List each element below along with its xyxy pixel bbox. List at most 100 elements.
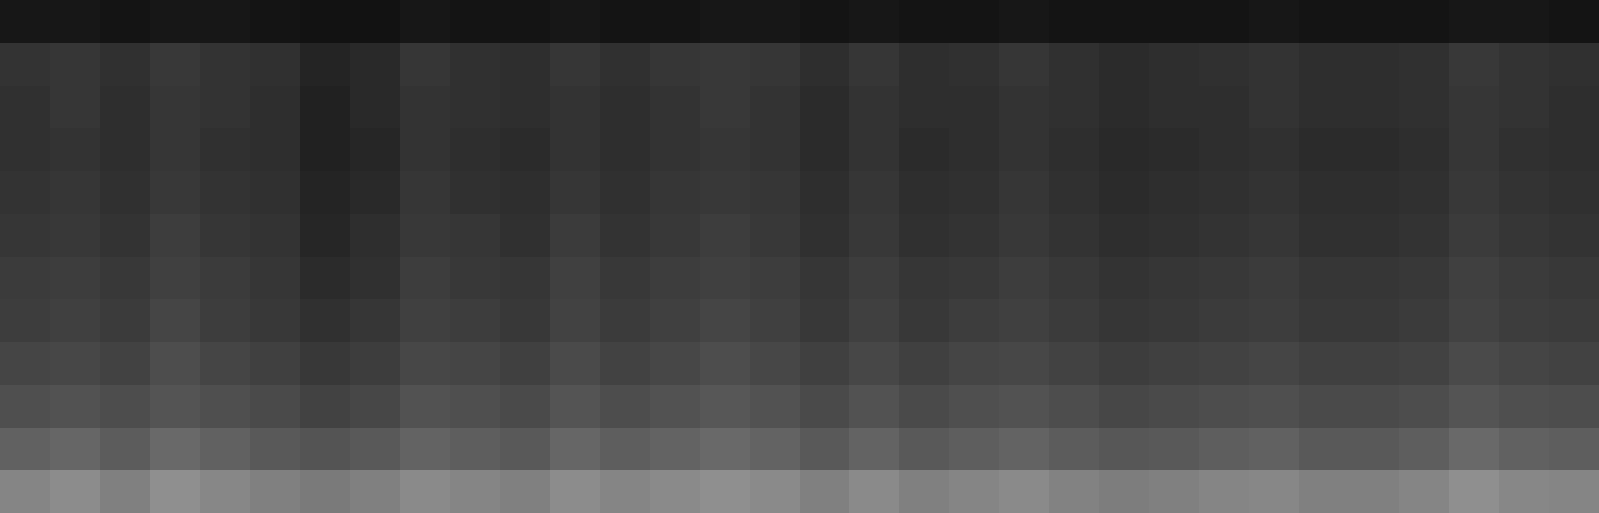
cell xyxy=(650,428,700,470)
cell xyxy=(1199,428,1249,470)
cell xyxy=(1149,428,1199,470)
cell xyxy=(849,428,899,470)
cell xyxy=(999,86,1049,128)
cell xyxy=(0,257,50,299)
cell xyxy=(1349,0,1399,43)
cell xyxy=(550,342,600,385)
cell xyxy=(250,171,300,214)
cell xyxy=(50,214,100,257)
cell xyxy=(1449,43,1499,86)
cell xyxy=(150,0,200,43)
cell xyxy=(0,43,50,86)
cell xyxy=(500,128,550,171)
cell xyxy=(100,214,150,257)
cell xyxy=(1299,0,1349,43)
cell xyxy=(100,299,150,342)
cell xyxy=(1299,428,1349,470)
cell xyxy=(1249,342,1299,385)
cell xyxy=(999,128,1049,171)
cell xyxy=(800,299,849,342)
cell xyxy=(1399,43,1449,86)
cell xyxy=(1049,128,1099,171)
cell xyxy=(1499,43,1549,86)
cell xyxy=(1349,385,1399,428)
cell xyxy=(50,342,100,385)
cell xyxy=(800,0,849,43)
cell xyxy=(200,257,250,299)
cell xyxy=(899,299,949,342)
cell xyxy=(250,214,300,257)
cell xyxy=(800,171,849,214)
cell xyxy=(650,43,700,86)
background xyxy=(0,0,1599,513)
cell xyxy=(1499,257,1549,299)
cell xyxy=(849,0,899,43)
cell xyxy=(150,428,200,470)
cell xyxy=(400,0,450,43)
cell xyxy=(1049,171,1099,214)
cell xyxy=(750,385,800,428)
cell xyxy=(1149,43,1199,86)
cell xyxy=(450,128,500,171)
cell xyxy=(400,470,450,513)
cell xyxy=(750,257,800,299)
cell xyxy=(899,342,949,385)
cell xyxy=(550,128,600,171)
cell xyxy=(600,470,650,513)
cell xyxy=(650,385,700,428)
cell xyxy=(50,43,100,86)
cell xyxy=(100,43,150,86)
cell xyxy=(1449,0,1499,43)
cell xyxy=(1249,470,1299,513)
cell xyxy=(1099,171,1149,214)
cell xyxy=(949,43,999,86)
cell xyxy=(899,0,949,43)
cell xyxy=(1549,428,1599,470)
cell xyxy=(949,470,999,513)
cell xyxy=(200,171,250,214)
cell xyxy=(700,214,750,257)
cell xyxy=(999,470,1049,513)
cell xyxy=(150,171,200,214)
cell xyxy=(849,299,899,342)
cell xyxy=(550,428,600,470)
cell xyxy=(200,470,250,513)
cell xyxy=(800,86,849,128)
cell xyxy=(1099,0,1149,43)
cell xyxy=(800,385,849,428)
cell xyxy=(1499,342,1549,385)
cell xyxy=(999,299,1049,342)
cell xyxy=(1299,342,1349,385)
cell xyxy=(1149,257,1199,299)
cell xyxy=(800,128,849,171)
cell xyxy=(750,342,800,385)
cell xyxy=(1349,128,1399,171)
cell xyxy=(1149,214,1199,257)
cell xyxy=(450,470,500,513)
cell xyxy=(1299,171,1349,214)
cell xyxy=(999,0,1049,43)
cell xyxy=(200,43,250,86)
cell xyxy=(750,428,800,470)
cell xyxy=(650,0,700,43)
cell xyxy=(100,86,150,128)
cell xyxy=(1149,342,1199,385)
cell xyxy=(899,214,949,257)
cell xyxy=(550,214,600,257)
cell xyxy=(949,299,999,342)
cell xyxy=(650,86,700,128)
cell xyxy=(849,470,899,513)
cell xyxy=(1549,214,1599,257)
cell xyxy=(1099,214,1149,257)
cell xyxy=(999,428,1049,470)
cell xyxy=(1499,214,1549,257)
cell xyxy=(1349,428,1399,470)
cell xyxy=(1349,470,1399,513)
cell xyxy=(350,342,400,385)
cell xyxy=(650,342,700,385)
cell xyxy=(500,470,550,513)
cell xyxy=(250,43,300,86)
cell xyxy=(250,470,300,513)
cell xyxy=(949,342,999,385)
cell xyxy=(849,342,899,385)
